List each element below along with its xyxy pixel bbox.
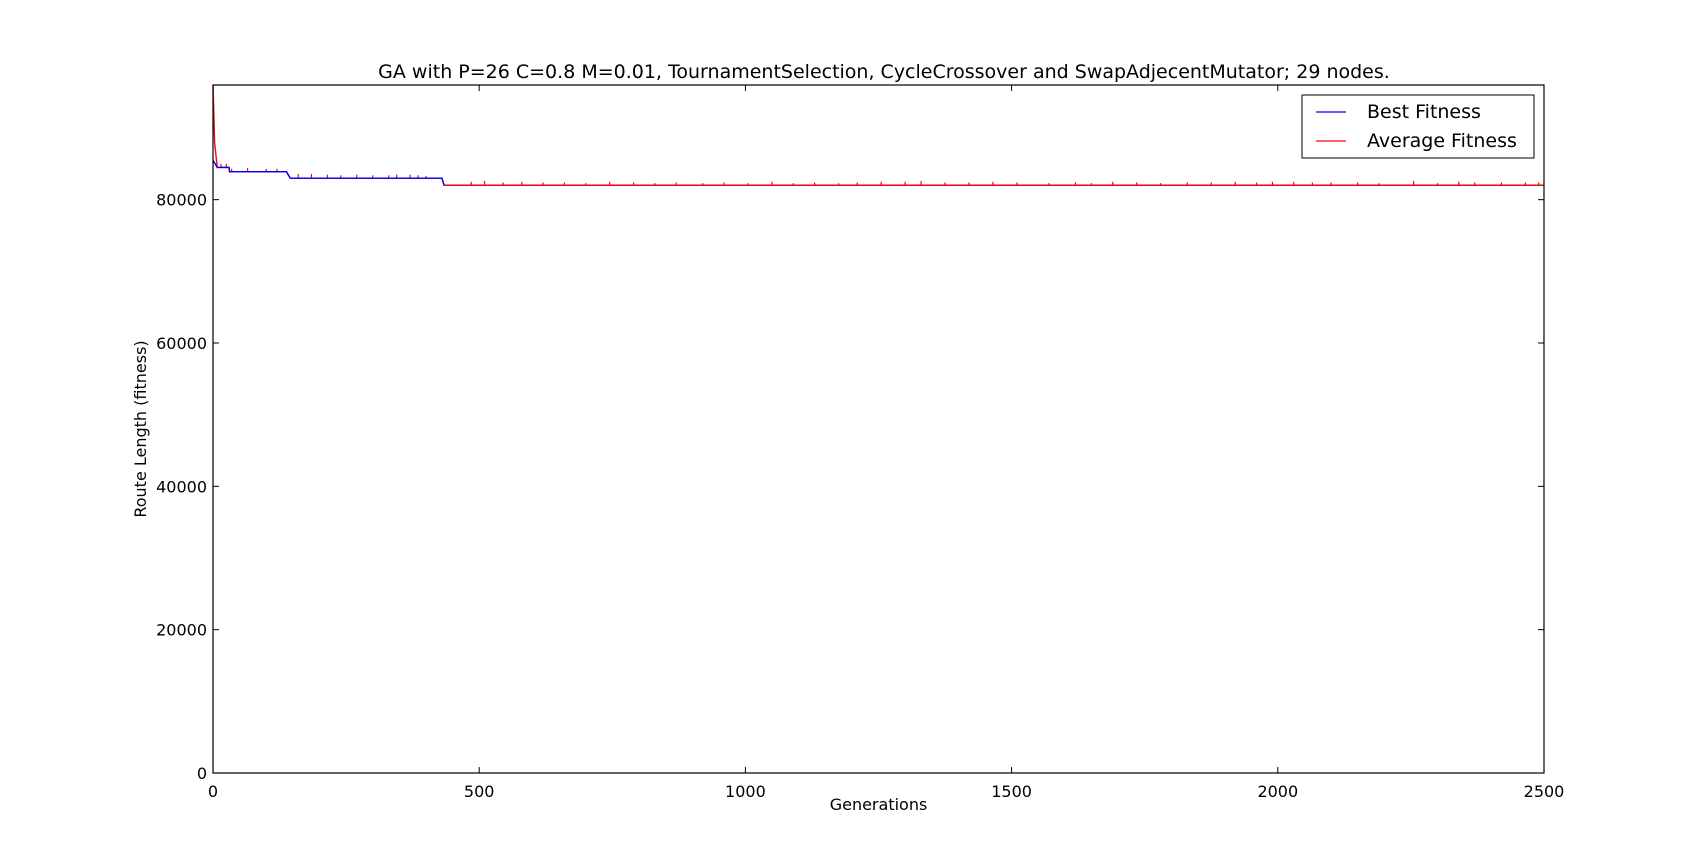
plot-background (213, 85, 1544, 773)
x-tick-label: 500 (464, 782, 495, 801)
x-tick-label: 2500 (1524, 782, 1565, 801)
legend-label-average-fitness: Average Fitness (1367, 130, 1517, 152)
x-tick-label: 0 (208, 782, 218, 801)
x-tick-label: 1000 (725, 782, 766, 801)
x-tick-label: 1500 (991, 782, 1032, 801)
x-tick-label: 2000 (1257, 782, 1298, 801)
plot-border (212, 84, 1545, 774)
y-tick-label: 40000 (156, 477, 207, 496)
y-tick-label: 0 (197, 764, 207, 783)
legend: Best Fitness Average Fitness (1301, 94, 1535, 159)
y-tick-label: 80000 (156, 191, 207, 210)
plot-area: 0 500 1000 1500 2000 2500 0 20000 40000 60000 8000… (156, 84, 1564, 801)
ticks-layer: 0 500 1000 1500 2000 2500 0 20000 40000 60000 8000… (156, 85, 1564, 801)
y-axis-label: Route Length (fitness) (131, 340, 150, 517)
legend-label-best-fitness: Best Fitness (1367, 101, 1481, 123)
series-best-fitness-line (212, 159, 1544, 187)
chart-title: GA with P=26 C=0.8 M=0.01, TournamentSel… (378, 61, 1390, 83)
legend-box (1301, 94, 1535, 159)
y-tick-label: 60000 (156, 334, 207, 353)
x-axis-label: Generations (830, 795, 928, 814)
y-tick-label: 20000 (156, 621, 207, 640)
series-layer (212, 84, 1544, 187)
